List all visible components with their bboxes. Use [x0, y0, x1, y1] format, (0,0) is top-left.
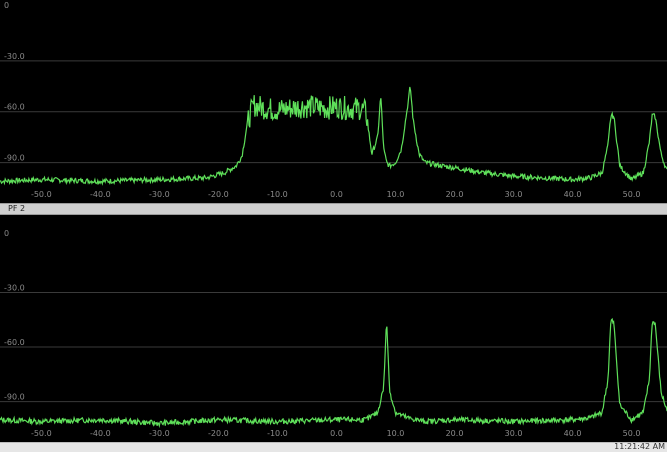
x-tick-label: -30.0 — [149, 429, 170, 438]
spectrum-trace — [0, 317, 667, 429]
spectrum-panel-bottom: 0 -30.0 -60.0 -90.0 -50.0 -40.0 -30.0 -20.0 -10.… — [0, 215, 667, 442]
x-tick-label: -10.0 — [267, 429, 288, 438]
separator-label: PF 2 — [8, 204, 26, 213]
x-tick-label: 30.0 — [505, 190, 523, 199]
x-tick-label: 40.0 — [564, 190, 582, 199]
spectrum-panel-top: 0 -30.0 -60.0 -90.0 -50.0 -40.0 -30.0 -20.0 -10.… — [0, 0, 667, 203]
x-tick-label: 30.0 — [505, 429, 523, 438]
x-tick-label: 10.0 — [387, 190, 405, 199]
x-tick-label: -40.0 — [90, 190, 111, 199]
y-tick-label: -30.0 — [4, 52, 25, 61]
y-tick-label: -60.0 — [4, 338, 25, 347]
x-tick-label: -30.0 — [149, 190, 170, 199]
x-tick-label: 0.0 — [330, 190, 343, 199]
spectrum-trace — [0, 86, 667, 186]
y-tick-label: -60.0 — [4, 103, 25, 112]
x-tick-label: 0.0 — [330, 429, 343, 438]
x-tick-label: 20.0 — [446, 190, 464, 199]
status-time: 11:21:42 AM — [614, 442, 665, 451]
y-tick-label: -90.0 — [4, 393, 25, 402]
trace-separator-bar: PF 2 — [0, 203, 667, 215]
x-tick-label: 50.0 — [623, 429, 641, 438]
y-tick-label: 0 — [4, 1, 9, 10]
spectrum-plot-bottom: 0 -30.0 -60.0 -90.0 -50.0 -40.0 -30.0 -20.0 -10.… — [0, 229, 667, 438]
x-tick-label: -20.0 — [208, 190, 229, 199]
y-tick-label: 0 — [4, 229, 9, 238]
y-tick-label: -90.0 — [4, 154, 25, 163]
x-tick-label: -10.0 — [267, 190, 288, 199]
x-tick-label: 20.0 — [446, 429, 464, 438]
x-tick-label: 40.0 — [564, 429, 582, 438]
x-tick-label: -50.0 — [31, 429, 52, 438]
spectrum-plot-top: 0 -30.0 -60.0 -90.0 -50.0 -40.0 -30.0 -20.0 -10.… — [0, 1, 667, 199]
x-tick-label: -40.0 — [90, 429, 111, 438]
x-tick-label: -20.0 — [208, 429, 229, 438]
x-tick-label: 50.0 — [623, 190, 641, 199]
status-bar: 11:21:42 AM — [0, 442, 667, 452]
x-tick-label: 10.0 — [387, 429, 405, 438]
y-tick-label: -30.0 — [4, 284, 25, 293]
x-tick-label: -50.0 — [31, 190, 52, 199]
